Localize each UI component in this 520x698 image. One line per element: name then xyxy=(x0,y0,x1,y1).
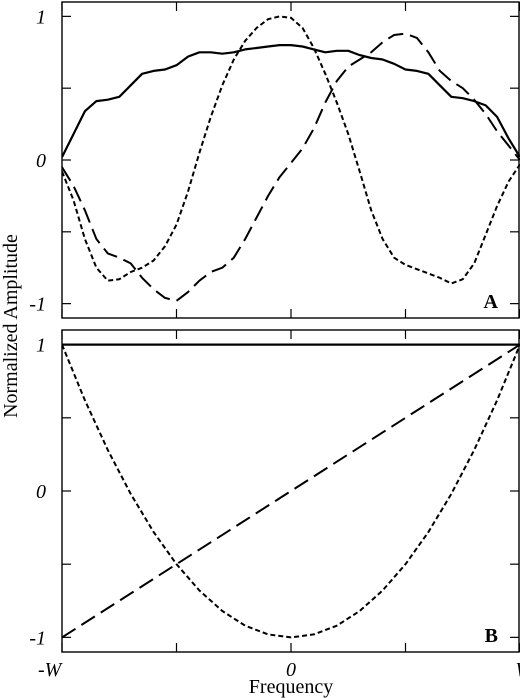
y-tick-label: 1 xyxy=(36,335,46,357)
y-tick-label: 0 xyxy=(36,481,46,503)
y-axis-title: Normalized Amplitude xyxy=(0,234,22,418)
panel-label: A xyxy=(484,291,499,313)
x-tick-label: W xyxy=(515,659,520,681)
panel-label: B xyxy=(485,625,498,647)
series-line-dotted xyxy=(62,15,520,285)
y-tick-label: 0 xyxy=(36,150,46,172)
y-tick-label: -1 xyxy=(29,294,46,316)
y-tick-label: 1 xyxy=(36,6,46,28)
plot-frame xyxy=(61,1,520,319)
x-tick-label: 0 xyxy=(286,659,296,681)
panel-b: -W 0 W 1 0 -1 B xyxy=(29,329,520,681)
panel-a: 1 0 -1 A xyxy=(29,1,520,319)
plot-frame xyxy=(61,329,520,653)
x-tick-label: -W xyxy=(38,659,64,681)
series-line-dashed xyxy=(62,32,520,302)
x-axis-title: Frequency xyxy=(249,676,333,698)
y-tick-label: -1 xyxy=(29,627,46,649)
series-line-dotted xyxy=(62,344,520,639)
series-group xyxy=(62,343,520,639)
series-group xyxy=(62,15,520,302)
series-line-dashed xyxy=(62,343,520,639)
series-line-solid xyxy=(62,44,520,158)
